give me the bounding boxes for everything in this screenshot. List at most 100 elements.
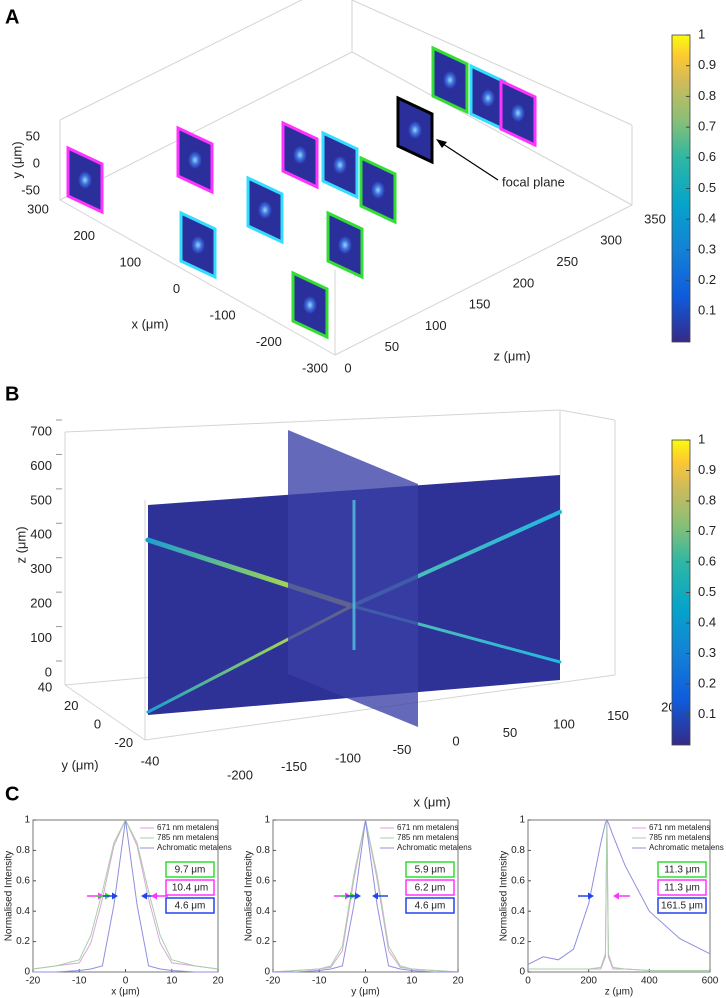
value-box-label: 161.5 μm	[661, 901, 703, 912]
y-tick-label: -20	[114, 735, 133, 750]
y-tick-label: 0.2	[256, 936, 270, 947]
value-box-label: 11.3 μm	[664, 865, 700, 876]
value-box-label: 5.9 μm	[415, 865, 446, 876]
z-tick-label: 700	[30, 423, 52, 438]
colorbar-tick-label: 0.7	[698, 523, 716, 538]
z-tick-label: 100	[425, 318, 447, 333]
x-tick-label: -10	[72, 976, 87, 987]
annotation-arrowhead	[436, 139, 447, 148]
y-tick-label: 0.6	[16, 875, 30, 886]
value-box-label: 4.6 μm	[415, 901, 446, 912]
x-tick-label: -100	[335, 750, 361, 765]
value-box	[405, 879, 455, 896]
value-box-label: 4.6 μm	[175, 901, 206, 912]
x-tick-label: 150	[607, 708, 629, 723]
x-tick-label: -20	[26, 976, 41, 987]
panel-label: A	[5, 6, 19, 28]
value-box-label: 6.2 μm	[415, 883, 446, 894]
beam-spot	[258, 201, 272, 219]
y-tick-label: 1	[519, 815, 525, 826]
y-axis-label: Normalised Intensity	[499, 851, 510, 942]
y-tick-label: 0.4	[16, 906, 30, 917]
colorbar-tick-label: 0.2	[698, 675, 716, 690]
x-tick-label: 100	[119, 254, 141, 269]
beam-spot	[78, 171, 92, 189]
series-line	[273, 819, 458, 973]
x-tick-label: 0	[123, 976, 129, 987]
x-axis-label: x (μm)	[413, 794, 450, 809]
fwhm-arrowhead	[355, 892, 361, 900]
plot-frame	[32, 819, 219, 973]
x-tick-label: -300	[302, 360, 328, 375]
y-tick-label: 0	[264, 967, 270, 978]
x-tick-label: 0	[363, 976, 369, 987]
x-tick-label: -200	[256, 334, 282, 349]
x-tick-label: 0	[452, 733, 459, 748]
x-tick-label: 300	[27, 201, 49, 216]
series-line	[33, 819, 218, 973]
y-tick-label: -50	[21, 182, 40, 197]
z-tick-label: 350	[644, 211, 666, 226]
axis-box-line	[64, 684, 146, 741]
colorbar-tick-label: 1	[698, 431, 705, 446]
y-tick-label: -40	[141, 753, 160, 768]
series-line	[527, 818, 711, 965]
value-box	[165, 861, 215, 878]
y-tick-label: 20	[64, 698, 78, 713]
x-tick-label: -150	[281, 759, 307, 774]
x-tick-label: 600	[702, 976, 719, 987]
colorbar-tick-label: 0.3	[698, 241, 716, 256]
x-tick-label: -10	[312, 976, 327, 987]
colorbar-tick-label: 0.1	[698, 303, 716, 318]
x-tick-label: 100	[553, 716, 575, 731]
z-tick-label: 0	[45, 664, 52, 679]
axis-box-line	[59, 199, 336, 356]
z-tick-label: 400	[30, 527, 52, 542]
fwhm-arrowhead	[372, 892, 378, 900]
beam-spot	[293, 146, 307, 164]
beam-spot	[188, 151, 202, 169]
panel-label: B	[5, 383, 19, 405]
x-tick-label: 400	[641, 976, 658, 987]
y-axis-label: y (μm)	[61, 757, 98, 772]
annotation: focal plane	[502, 174, 565, 189]
axis-box-line	[59, 0, 303, 121]
z-tick-label: 150	[469, 297, 491, 312]
y-axis-label: y (μm)	[9, 141, 24, 178]
z-axis-label: z (μm)	[493, 348, 530, 363]
x-axis-label: y (μm)	[351, 987, 380, 998]
fwhm-arrowhead	[112, 892, 118, 900]
z-tick-label: 600	[30, 458, 52, 473]
colorbar-tick-label: 0.8	[698, 88, 716, 103]
value-box-label: 11.3 μm	[664, 883, 700, 894]
z-tick-label: 0	[344, 360, 351, 375]
y-tick-label: 0.8	[511, 845, 525, 856]
x-axis-label: x (μm)	[111, 987, 140, 998]
fwhm-arrowhead	[141, 892, 147, 900]
beam-spot	[303, 296, 317, 314]
axis-box-line	[559, 409, 616, 421]
z-axis-label: z (μm)	[13, 526, 28, 563]
value-box	[657, 879, 707, 896]
legend-label: 671 nm metalens	[649, 823, 710, 832]
colorbar-tick-label: 0.4	[698, 614, 716, 629]
x-tick-label: 0	[173, 281, 180, 296]
colorbar-tick-label: 0.7	[698, 119, 716, 134]
axis-box-line	[351, 0, 633, 126]
y-tick-label: 0.2	[16, 936, 30, 947]
axis-box-line	[334, 204, 633, 356]
y-tick-label: 0	[94, 716, 101, 731]
fwhm-arrowhead	[588, 892, 594, 900]
colorbar-tick-label: 0.4	[698, 211, 716, 226]
y-tick-label: 40	[38, 679, 52, 694]
legend-label: 671 nm metalens	[397, 823, 458, 832]
value-box	[165, 897, 215, 914]
y-axis-label: Normalised Intensity	[244, 851, 255, 942]
x-tick-label: 200	[580, 976, 597, 987]
colorbar-tick-label: 0.6	[698, 553, 716, 568]
colorbar-tick-label: 0.1	[698, 706, 716, 721]
y-tick-label: 1	[24, 815, 30, 826]
beam-spot	[371, 181, 385, 199]
